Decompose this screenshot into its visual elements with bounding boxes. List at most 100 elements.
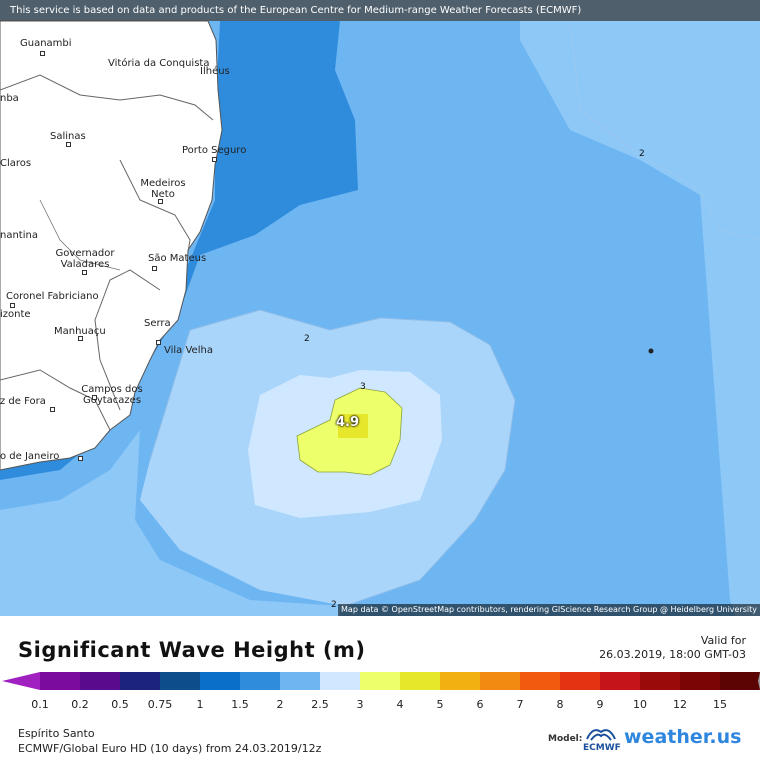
ecmwf-logo-graphic [586, 729, 616, 741]
valid-time: Valid for 26.03.2019, 18:00 GMT-03 [599, 634, 746, 662]
contour-label: 2 [304, 334, 310, 344]
colorbar-segment [560, 672, 600, 690]
valid-label: Valid for [700, 634, 746, 647]
colorbar-tick-label: 10 [633, 698, 647, 711]
colorbar-tick-label: 0.1 [31, 698, 49, 711]
city-label: Coronel Fabriciano [6, 291, 99, 302]
colorbar-segment [520, 672, 560, 690]
colorbar-tick-label: 7 [516, 698, 524, 711]
city-marker-icon [92, 395, 97, 400]
colorbar-segment [440, 672, 480, 690]
contour-line-2 [149, 309, 516, 607]
city-label: nba [0, 93, 19, 104]
colorbar-tick-label: 2 [276, 698, 284, 711]
colorbar-segment [240, 672, 280, 690]
location-label: Espírito Santo [18, 727, 95, 740]
legend-panel: Significant Wave Height (m) Valid for 26… [0, 616, 760, 760]
south-band [0, 430, 340, 616]
wave-height-map[interactable]: This service is based on data and produc… [0, 0, 760, 616]
city-marker-icon [40, 51, 45, 56]
city-marker-icon [10, 303, 15, 308]
colorbar-tick-label: 3 [356, 698, 364, 711]
colorbar-segment [320, 672, 360, 690]
colorbar-tick-label: 2.5 [311, 698, 329, 711]
city-label: Governador Valadares [55, 248, 115, 270]
colorbar-min-arrow [2, 672, 40, 690]
valid-time-value: 26.03.2019, 18:00 GMT-03 [599, 648, 746, 661]
city-label: Vila Velha [164, 345, 213, 356]
city-marker-icon [66, 142, 71, 147]
chart-title: Significant Wave Height (m) [18, 638, 366, 662]
colorbar-tick-label: 1.5 [231, 698, 249, 711]
colorbar-tick-label: 12 [673, 698, 687, 711]
city-marker-icon [78, 456, 83, 461]
city-marker-icon [212, 157, 217, 162]
city-marker-icon [78, 336, 83, 341]
colorbar-segment [640, 672, 680, 690]
contour-label: 2 [331, 600, 337, 610]
ecmwf-text: ECMWF [583, 743, 621, 753]
city-label: Porto Seguro [182, 145, 247, 156]
state-border [94, 269, 161, 411]
region-border [39, 199, 121, 271]
ecmwf-notice: This service is based on data and produc… [0, 0, 760, 21]
city-label: Manhuaçu [54, 326, 106, 337]
colorbar-segment [360, 672, 400, 690]
city-label: Claros [0, 158, 32, 169]
city-label: Medeiros Neto [140, 178, 186, 200]
city-label: izonte [0, 309, 31, 320]
city-marker-icon [50, 407, 55, 412]
colorbar-tick-label: 0.2 [71, 698, 89, 711]
colorbar-segment [600, 672, 640, 690]
colorbar-tick-label: 8 [556, 698, 564, 711]
weather-us-logo-icon[interactable]: weather.us [624, 726, 742, 748]
ocean-light-band [520, 21, 760, 616]
colorbar-tick-label: 6 [476, 698, 484, 711]
city-label: nantina [0, 230, 38, 241]
city-label: Campos dos Goytacazes [81, 384, 143, 406]
state-border [0, 74, 214, 121]
state-border [0, 369, 111, 431]
colorbar-tick-label: 1 [196, 698, 204, 711]
land-mass [0, 20, 223, 471]
colorbar-segment [720, 672, 760, 690]
city-label: Serra [144, 318, 171, 329]
color-scale-bar [2, 672, 760, 690]
coastal-water [0, 21, 358, 480]
colorbar-segment [680, 672, 720, 690]
city-label: Guanambi [20, 38, 72, 49]
colorbar-tick-label: 0.75 [147, 698, 173, 711]
city-marker-icon [158, 199, 163, 204]
city-label: Ilhéus [200, 66, 230, 77]
contour-label: 2 [639, 149, 645, 159]
city-marker-icon [82, 270, 87, 275]
city-marker-icon [156, 340, 161, 345]
city-label: Vitória da Conquista [108, 58, 210, 69]
colorbar-segment [80, 672, 120, 690]
colorbar-tick-label: 0.5 [111, 698, 129, 711]
peak-value-label: 4.9 [336, 415, 360, 430]
colorbar-segment [160, 672, 200, 690]
colorbar-segment [280, 672, 320, 690]
colorbar-segment [40, 672, 80, 690]
colorbar-segment [480, 672, 520, 690]
map-canvas [0, 0, 760, 616]
city-label: o de Janeiro [0, 451, 60, 462]
colorbar-tick-label: 9 [596, 698, 604, 711]
city-label: Salinas [50, 131, 86, 142]
model-caption: Model: [548, 734, 583, 744]
contour-line-2-ne [569, 20, 760, 241]
contour-label: 3 [360, 382, 366, 392]
city-label: z de Fora [0, 396, 46, 407]
model-label: ECMWF/Global Euro HD (10 days) from 24.0… [18, 742, 322, 755]
colorbar-tick-label: 5 [436, 698, 444, 711]
island-dot [648, 348, 654, 354]
ecmwf-logo-icon: ECMWF [583, 724, 621, 754]
city-label: São Mateus [148, 253, 207, 264]
colorbar-segment [120, 672, 160, 690]
city-marker-icon [152, 266, 157, 271]
state-border [119, 159, 191, 253]
colorbar-tick-label: 4 [396, 698, 404, 711]
map-attribution[interactable]: Map data © OpenStreetMap contributors, r… [338, 604, 760, 616]
wave-peak-area [338, 414, 368, 438]
